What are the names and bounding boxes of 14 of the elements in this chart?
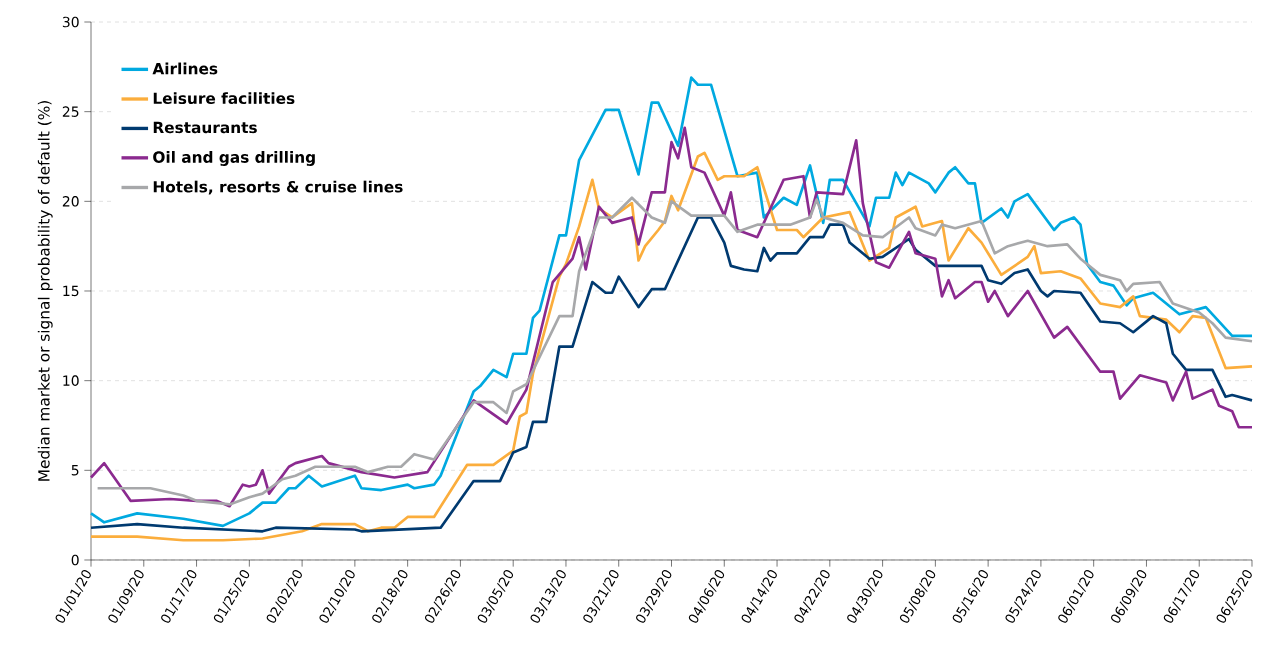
y-tick-label: 25 — [62, 106, 79, 117]
y-tick-label: 5 — [71, 465, 79, 476]
y-tick-label: 30 — [62, 16, 79, 28]
y-tick-label: 10 — [63, 375, 79, 386]
legend-label: Oil and gas drilling — [153, 151, 315, 166]
legend-label: Airlines — [152, 62, 218, 75]
y-tick-label: 15 — [63, 285, 79, 297]
legend-label: Hotels, resorts & cruise lines — [153, 180, 403, 195]
line-series — [89, 76, 1254, 528]
y-axis-title: Median market or signal probability of default (%) — [37, 101, 53, 481]
legend-label: Leisure facilities — [153, 92, 295, 105]
y-tick-label: 0 — [71, 554, 79, 566]
y-tick-label: 20 — [62, 196, 79, 207]
legend-label: Restaurants — [153, 121, 257, 134]
